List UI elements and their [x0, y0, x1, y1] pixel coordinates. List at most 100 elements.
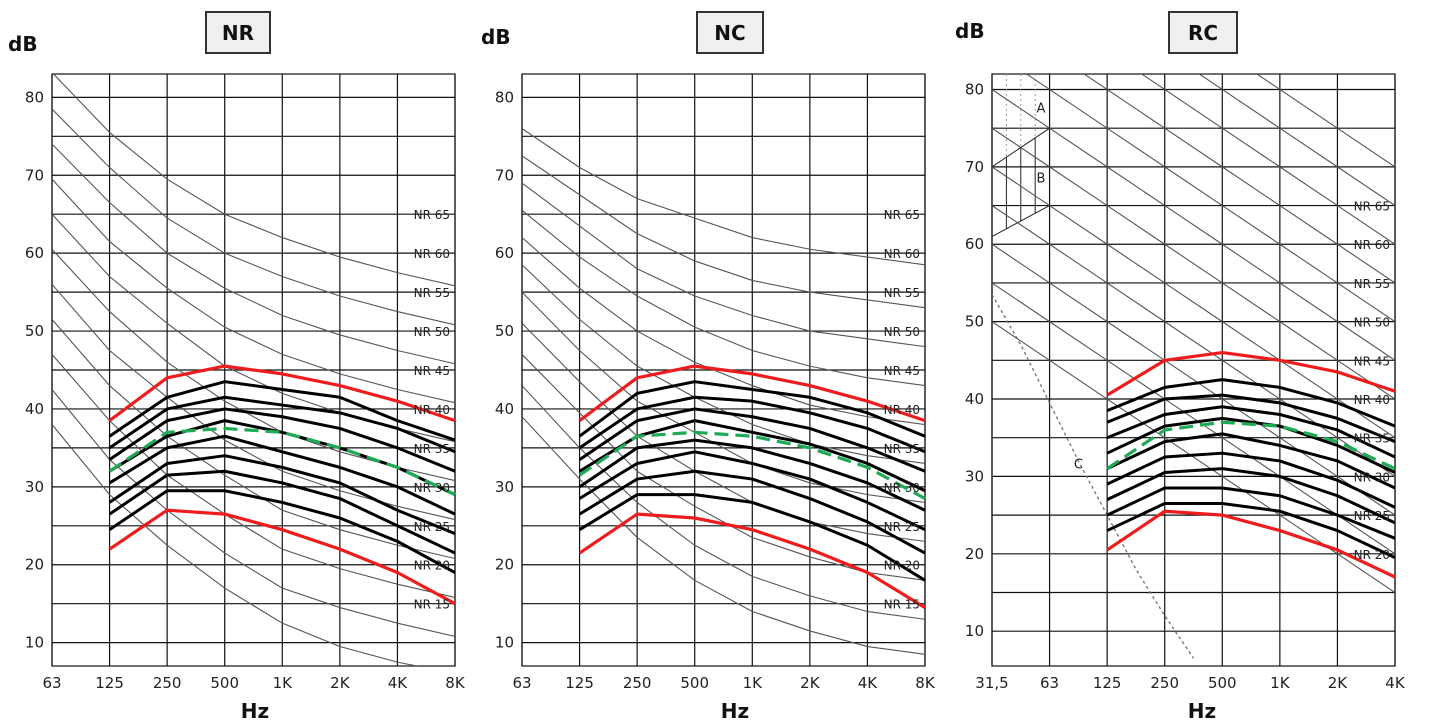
nr-design-band-curve — [108, 489, 456, 574]
nr-y-tick-label: 40 — [25, 400, 44, 418]
nr-curve-label: NR 15 — [414, 598, 450, 612]
nc-title-box — [696, 11, 764, 54]
rc-reference-curve — [992, 205, 1395, 477]
rc-curve-label: NR 30 — [1354, 470, 1390, 484]
nc-design-band-curve — [578, 407, 926, 473]
rc-y-tick-label: 50 — [965, 313, 984, 331]
nc-reference-curve — [522, 209, 925, 387]
rc-design-band-curve — [1106, 486, 1396, 540]
rc-x-tick-label: 250 — [1150, 674, 1179, 692]
rc-reference-curve — [992, 127, 1395, 400]
rc-curve-label: NR 50 — [1354, 316, 1390, 330]
nc-design-band-curve — [578, 450, 926, 532]
rc-design-band-curve — [1106, 432, 1396, 490]
rc-x-tick-label: 31,5 — [975, 674, 1008, 692]
rc-curve-label: NR 40 — [1354, 393, 1390, 407]
rc-zone-c-label: C — [1074, 458, 1083, 473]
nc-upper-limit-line — [578, 364, 926, 423]
rc-reference-curve — [992, 321, 1395, 593]
rc-reference-curve — [1198, 74, 1395, 207]
rc-design-band-curve — [1106, 393, 1396, 443]
rc-curve-label: NR 25 — [1354, 509, 1390, 523]
nr-design-band-curve — [108, 380, 456, 442]
nr-x-tick-label: 4K — [388, 674, 409, 692]
nc-y-tick-label: 70 — [495, 166, 514, 184]
rc-reference-curve — [1025, 74, 1395, 323]
nr-x-tick-label: 63 — [42, 674, 61, 692]
nc-reference-curve — [522, 416, 925, 655]
nr-reference-curve — [52, 319, 455, 560]
rc-design-band-curve — [1106, 405, 1396, 459]
nr-upper-limit-line — [108, 364, 456, 423]
nr-curve-label: NR 65 — [414, 208, 450, 222]
nc-y-tick-label: 60 — [495, 244, 514, 262]
nr-x-tick-label: 250 — [153, 674, 182, 692]
rc-y-tick-label: 30 — [965, 467, 984, 485]
rc-y-tick-label: 80 — [965, 80, 984, 98]
nc-y-tick-label: 50 — [495, 322, 514, 340]
nr-target-line — [108, 426, 456, 497]
nr-chart: NR dB Hz NR 65 NR 60 NR 55 NR 50 NR 45 NR 40 N… — [8, 11, 466, 722]
nc-title: NC — [714, 21, 745, 45]
nc-reference-curve — [522, 237, 925, 426]
rc-zone-c-curve — [992, 294, 1195, 659]
rc-design-band-curve — [1106, 378, 1396, 428]
rc-lower-limit-line — [1106, 509, 1396, 579]
rc-curve-label: NR 20 — [1354, 548, 1390, 562]
rc-reference-curve — [992, 166, 1395, 439]
nc-y-tick-label: 10 — [495, 634, 514, 652]
nr-curve-label: NR 25 — [414, 520, 450, 534]
rc-y-tick-label: 70 — [965, 158, 984, 176]
rc-design-band-curve — [1106, 501, 1396, 560]
rc-y-unit: dB — [955, 19, 985, 43]
nr-reference-curve — [52, 213, 455, 443]
nr-curve-label: NR 60 — [414, 247, 450, 261]
rc-design-band-curve — [1106, 467, 1396, 525]
nc-curve-label: NR 50 — [884, 325, 920, 339]
nc-curve-label: NR 15 — [884, 598, 920, 612]
rc-y-tick-label: 10 — [965, 622, 984, 640]
nr-x-tick-label: 2K — [330, 674, 351, 692]
nc-design-band-curve — [578, 438, 926, 512]
nr-x-unit: Hz — [241, 699, 269, 722]
nc-x-tick-label: 250 — [623, 674, 652, 692]
nc-curve-label: NR 40 — [884, 403, 920, 417]
nc-curve-label: NR 65 — [884, 208, 920, 222]
nc-x-tick-label: 8K — [915, 674, 936, 692]
nc-y-unit: dB — [481, 25, 511, 49]
nr-x-tick-label: 500 — [210, 674, 239, 692]
rc-y-tick-label: 40 — [965, 390, 984, 408]
nr-curve-label: NR 35 — [414, 442, 450, 456]
nc-x-tick-label: 1K — [743, 674, 764, 692]
nr-design-band-curve — [108, 454, 456, 535]
nc-curve-label: NR 35 — [884, 442, 920, 456]
nc-x-tick-label: 4K — [858, 674, 879, 692]
nr-reference-curve — [52, 143, 455, 365]
nc-reference-curve — [522, 128, 925, 266]
nr-y-unit: dB — [8, 32, 38, 56]
rc-curve-label: NR 45 — [1354, 354, 1390, 368]
nr-curve-label: NR 20 — [414, 559, 450, 573]
nc-curve-label: NR 25 — [884, 520, 920, 534]
nc-chart: NC dB Hz NR 65 NR 60 NR 55 NR 50 NR 45 NR 40 N… — [481, 11, 936, 722]
nr-design-band-curve — [108, 469, 456, 555]
rc-curve-label: NR 35 — [1354, 432, 1390, 446]
rc-x-unit: Hz — [1188, 699, 1216, 722]
nr-reference-curve — [52, 389, 455, 637]
nr-y-tick-label: 50 — [25, 322, 44, 340]
nc-y-tick-label: 30 — [495, 478, 514, 496]
nr-x-tick-label: 1K — [273, 674, 294, 692]
rc-zone-a-label: A — [1036, 102, 1045, 117]
rc-reference-curve — [992, 243, 1395, 516]
rc-reference-curve — [992, 89, 1395, 361]
nc-design-band-curve — [578, 380, 926, 438]
nr-reference-curve — [52, 178, 455, 404]
rc-reference-curve — [992, 282, 1395, 555]
nc-y-tick-label: 40 — [495, 400, 514, 418]
nc-reference-curve — [522, 322, 925, 542]
nr-reference-curve — [52, 424, 420, 666]
nr-design-band-curve — [108, 395, 456, 454]
rc-title: RC — [1188, 21, 1218, 45]
nc-target-line — [578, 430, 926, 500]
